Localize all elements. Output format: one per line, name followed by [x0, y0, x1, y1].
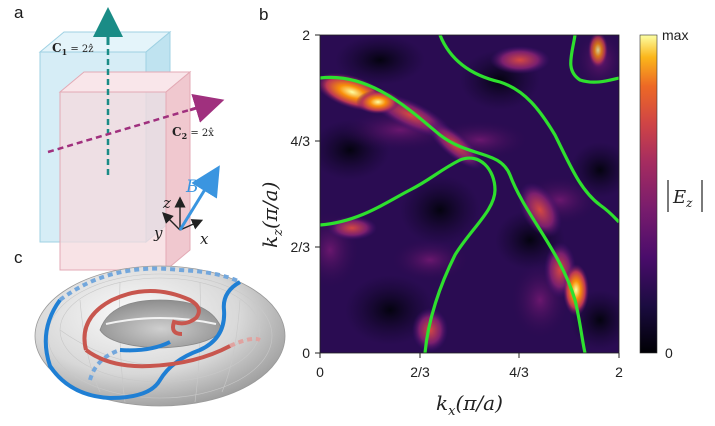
colorbar-min-label: 0: [665, 345, 673, 361]
map-frame: [319, 34, 620, 354]
x-tick-1: 2/3: [410, 364, 430, 380]
axis-y-label: y: [153, 224, 163, 242]
x-axis-arrow: [179, 219, 204, 231]
blue-loop-hidden: [58, 266, 241, 302]
y-tick-0: 0: [302, 345, 310, 361]
panel-a-letter: a: [14, 3, 24, 22]
y-tick-1: 2/3: [291, 239, 311, 255]
x-axis-label: kx(π/a): [436, 391, 503, 419]
blue-loop-inner: [119, 340, 171, 353]
x-tick-2: 4/3: [509, 364, 529, 380]
colorbar-max-label: max: [662, 27, 688, 43]
c1-label: C1 = 2ẑ: [52, 41, 94, 57]
colorbar: [639, 34, 658, 354]
svg-text:Ez: Ez: [672, 187, 693, 210]
contour-lines: [320, 35, 619, 353]
panel-c-letter: c: [14, 248, 23, 267]
axis-x-label: x: [200, 230, 209, 248]
field-map: [320, 35, 619, 353]
panel-b-letter: b: [259, 5, 268, 24]
panel-c: c: [14, 248, 286, 407]
c2-arrow-dashed: [47, 106, 197, 154]
y-axis-arrow: [162, 212, 181, 231]
tick-marks: [315, 34, 620, 358]
axis-z-label: z: [162, 194, 171, 212]
red-loop-hidden: [229, 336, 261, 348]
axis-triad: z y x B: [153, 165, 220, 248]
y-axis-label: kz(π/a): [258, 182, 286, 248]
red-loop: [82, 289, 201, 351]
c2-label: C2 = 2x̂: [172, 125, 214, 141]
blue-loop: [43, 280, 242, 401]
colorbar-quantity-label: Ez: [667, 180, 703, 212]
panel-b: b: [258, 5, 703, 419]
y-tick-2: 4/3: [291, 133, 311, 149]
torus-hole-highlight: [105, 317, 217, 325]
b-field-arrow: [178, 165, 220, 231]
c2-arrow-head: [189, 93, 225, 123]
x-tick-3: 2: [615, 364, 623, 380]
pink-plate: [58, 70, 192, 272]
x-tick-0: 0: [316, 364, 324, 380]
b-field-label: B: [185, 177, 199, 197]
blue-loop-hidden-2: [88, 348, 121, 381]
y-tick-3: 2: [302, 27, 310, 43]
red-loop-lower: [84, 344, 231, 369]
panel-a: a C1 = 2ẑ C2 = 2x̂: [14, 3, 225, 272]
